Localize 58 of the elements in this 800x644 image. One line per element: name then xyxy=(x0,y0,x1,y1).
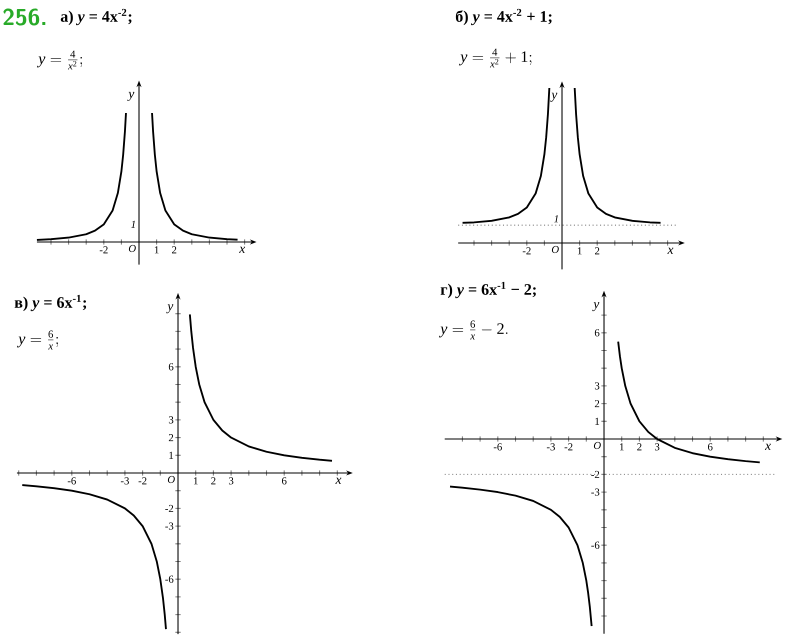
annotation: 1 xyxy=(554,215,558,222)
x-tick-label: -2 xyxy=(138,477,146,484)
chart-title: в) y = 6x$^{-1}$; xyxy=(14,294,86,312)
chart-subtitle: $y = \frac{4}{x^{2}} + 1;$ xyxy=(458,48,532,68)
y-tick-label: 1 xyxy=(595,418,600,425)
y-tick-label: 2 xyxy=(168,434,174,442)
x-axis-title: x xyxy=(239,246,246,253)
y-tick-label: -6 xyxy=(591,542,600,549)
y-axis-title: y xyxy=(550,92,558,102)
x-tick-label: 1 xyxy=(578,247,582,254)
line-series xyxy=(188,313,333,462)
x-tick-label: -3 xyxy=(546,443,555,450)
x-tick-label: -3 xyxy=(120,477,129,484)
text: $y = \frac{6}{x};$ xyxy=(16,330,58,350)
y-tick-label: 3 xyxy=(168,416,174,424)
text: O xyxy=(552,246,559,254)
y-tick-label: 6 xyxy=(594,329,600,336)
x-tick-label: 3 xyxy=(654,443,660,450)
x-tick-label: -2 xyxy=(564,443,572,450)
line-series xyxy=(21,484,167,630)
text: 256. xyxy=(3,8,46,26)
y-axis-title: y xyxy=(166,304,174,314)
chart-subtitle: $y = \frac{4}{x^{2}};$ xyxy=(36,50,82,70)
annotation: O xyxy=(168,476,175,484)
y-tick-label: -3 xyxy=(591,488,600,496)
annotation: 1 xyxy=(131,220,135,228)
y-tick-label: 6 xyxy=(168,363,174,370)
x-tick-label: -6 xyxy=(68,477,76,484)
line-series xyxy=(449,486,593,628)
y-tick-label: -2 xyxy=(591,470,600,478)
x-tick-label: -2 xyxy=(100,246,108,254)
y-axis-title: y xyxy=(127,92,134,101)
chart-title: а) y = 4x$^{-2}$; xyxy=(60,8,132,26)
text: $y = \frac{6}{x} - 2.$ xyxy=(438,320,508,340)
y-tick-label: -6 xyxy=(165,576,174,583)
x-axis-title: x xyxy=(764,444,771,450)
y-axis-title: y xyxy=(592,302,600,312)
x-tick-label: 1 xyxy=(620,443,624,450)
chart-title: б) y = 4x$^{-2}$ + 1; xyxy=(456,8,552,26)
y-tick-label: -3 xyxy=(165,522,174,530)
x-tick-label: 6 xyxy=(282,477,287,484)
x-axis-title: x xyxy=(335,478,342,484)
x-tick-label: -6 xyxy=(494,443,502,450)
x-tick-label: 1 xyxy=(154,246,159,254)
x-tick-label: 2 xyxy=(211,477,216,484)
annotation: O xyxy=(594,442,601,450)
x-tick-label: 1 xyxy=(194,477,198,484)
x-tick-label: -2 xyxy=(522,247,531,254)
x-axis-title: x xyxy=(667,248,674,254)
x-tick-label: 6 xyxy=(708,443,713,450)
x-tick-label: 3 xyxy=(228,477,234,484)
y-tick-label: 1 xyxy=(169,452,174,459)
x-tick-label: 2 xyxy=(637,443,642,450)
chart-title: г) y = 6x$^{-1}$ − 2; xyxy=(440,282,536,298)
y-tick-label: 2 xyxy=(594,400,600,408)
text: O xyxy=(128,244,136,252)
y-tick-label: -2 xyxy=(165,504,174,512)
y-tick-label: 3 xyxy=(594,382,600,390)
